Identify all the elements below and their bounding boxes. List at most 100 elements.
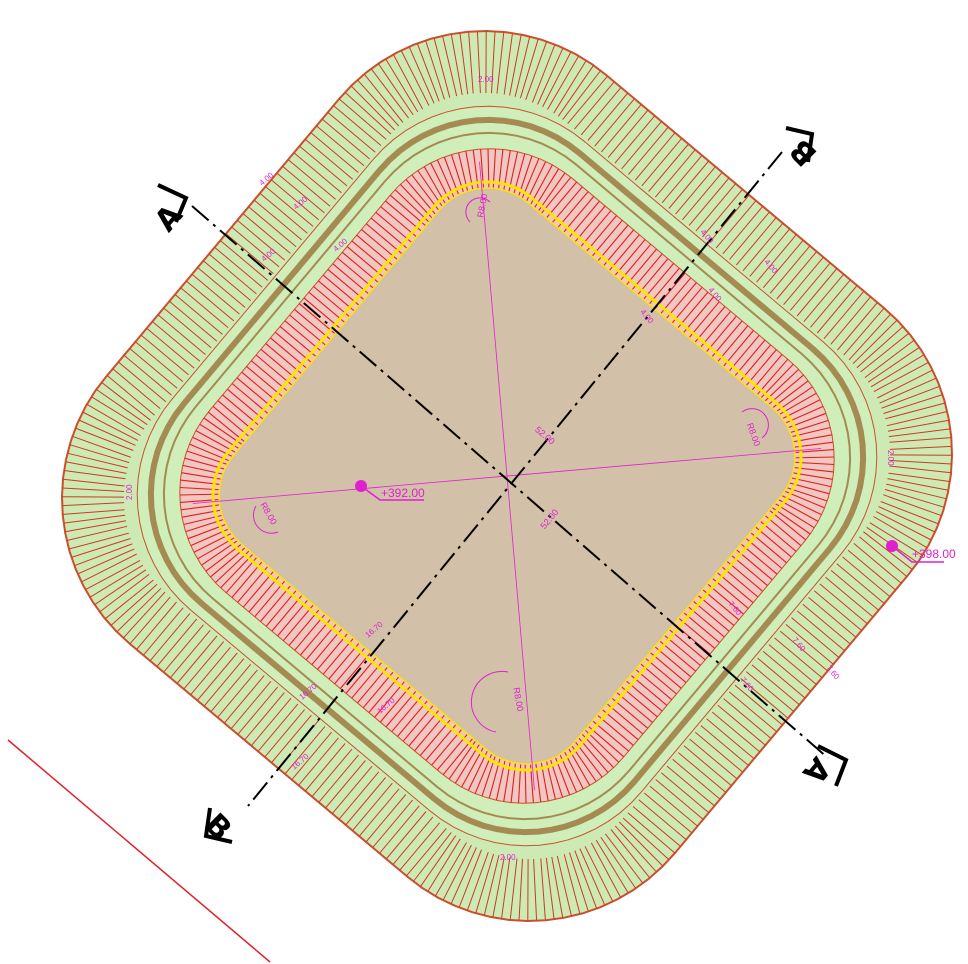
outer-hatch-line bbox=[682, 171, 723, 221]
outer-hatch-line bbox=[864, 339, 915, 378]
outer-hatch-line bbox=[856, 326, 904, 369]
outer-hatch-line bbox=[333, 105, 382, 146]
outer-hatch-line bbox=[259, 192, 308, 234]
outer-hatch-line bbox=[298, 737, 339, 786]
section-label-b-bottom: B bbox=[197, 807, 238, 848]
outer-hatch-line bbox=[122, 591, 166, 639]
dimension-label: 2.00 bbox=[478, 75, 494, 84]
outer-hatch-line bbox=[881, 385, 940, 409]
outer-hatch-line bbox=[706, 718, 755, 760]
outer-hatch-line bbox=[116, 587, 162, 633]
outer-hatch-line bbox=[399, 822, 440, 871]
outer-hatch-line bbox=[196, 652, 238, 701]
section-marker-b-top: B bbox=[783, 126, 824, 173]
outer-hatch-line bbox=[595, 839, 629, 894]
section-marker-b-bottom: B bbox=[197, 807, 238, 848]
outer-hatch-line bbox=[372, 799, 413, 848]
outer-hatch-line bbox=[694, 731, 744, 773]
outer-hatch-line bbox=[136, 601, 177, 650]
outer-hatch-line bbox=[365, 794, 407, 843]
outer-hatch-line bbox=[123, 354, 172, 396]
outer-hatch-line bbox=[64, 520, 127, 533]
outer-hatch-line bbox=[503, 33, 513, 95]
outer-hatch-line bbox=[769, 245, 811, 294]
outer-hatch-line bbox=[860, 332, 910, 373]
outer-hatch-line bbox=[810, 279, 851, 328]
outer-hatch-line bbox=[400, 50, 430, 106]
outer-hatch-line bbox=[859, 536, 908, 577]
outer-hatch-line bbox=[875, 511, 932, 541]
outer-hatch-line bbox=[210, 663, 252, 713]
outer-hatch-line bbox=[244, 692, 285, 741]
outer-hatch-line bbox=[886, 483, 947, 500]
property-boundary-line bbox=[7, 739, 271, 963]
dimension-lines bbox=[192, 161, 822, 791]
outer-hatch-line bbox=[848, 313, 892, 361]
outer-hatch-line bbox=[672, 758, 721, 800]
outer-hatch-line bbox=[385, 811, 427, 860]
outer-slope-hatching bbox=[62, 31, 952, 921]
outer-hatch-line bbox=[545, 857, 555, 920]
outer-hatch-line bbox=[802, 603, 851, 645]
outer-hatch-line bbox=[197, 267, 246, 308]
outer-hatch-line bbox=[118, 361, 167, 403]
outer-hatch-line bbox=[816, 285, 858, 334]
outer-hatch-line bbox=[542, 51, 572, 108]
outer-hatch-line bbox=[82, 411, 139, 441]
outer-hatch-line bbox=[208, 253, 257, 295]
outer-hatch-line bbox=[518, 858, 523, 921]
outer-hatch-line bbox=[363, 73, 404, 123]
outer-hatch-line bbox=[350, 85, 396, 131]
outer-hatch-line bbox=[768, 644, 817, 685]
outer-hatch-line bbox=[75, 427, 134, 451]
outer-hatch-line bbox=[496, 31, 505, 94]
outer-hatch-line bbox=[299, 145, 348, 187]
outer-hatch-line bbox=[734, 684, 783, 726]
outer-hatch-line bbox=[634, 132, 676, 181]
outer-hatch-line bbox=[627, 812, 676, 854]
outer-hatch-line bbox=[110, 583, 158, 626]
outer-hatch-line bbox=[688, 177, 730, 226]
outer-hatch-line bbox=[601, 104, 642, 153]
outer-hatch-line bbox=[287, 159, 337, 200]
outer-hatch-line bbox=[304, 743, 346, 792]
diagonal-dim-line bbox=[192, 448, 822, 504]
haul-road-ring bbox=[147, 116, 867, 836]
outer-hatch-line bbox=[745, 671, 795, 712]
outer-hatch-line bbox=[71, 538, 131, 558]
outer-hatch-line bbox=[722, 205, 764, 255]
outer-hatch-line bbox=[655, 149, 696, 198]
outer-hatch-line bbox=[700, 725, 749, 766]
outer-hatch-line bbox=[78, 419, 136, 446]
outer-hatch-line bbox=[675, 166, 716, 215]
outer-hatch-line bbox=[622, 817, 670, 861]
outer-hatch-line bbox=[711, 711, 761, 753]
outer-hatch-line bbox=[442, 35, 458, 97]
outer-hatch-line bbox=[873, 516, 928, 549]
outer-hatch-line bbox=[830, 570, 879, 611]
outer-hatch-line bbox=[310, 132, 359, 173]
outer-hatch-line bbox=[836, 563, 885, 604]
outer-hatch-line bbox=[556, 855, 572, 917]
outer-hatch-line bbox=[149, 612, 191, 662]
outer-hatch-line bbox=[853, 543, 902, 584]
outer-hatch-line bbox=[276, 172, 325, 214]
outer-hatch-line bbox=[406, 828, 447, 877]
outer-hatch-line bbox=[715, 200, 757, 249]
outer-hatch-line bbox=[551, 856, 564, 919]
outer-hatch-line bbox=[587, 92, 629, 141]
outer-hatch-line bbox=[867, 346, 920, 383]
outer-hatch-line bbox=[751, 664, 800, 706]
outer-hatch-line bbox=[580, 87, 622, 136]
outer-hatch-line bbox=[237, 686, 279, 735]
outer-hatch-line bbox=[883, 494, 942, 517]
outer-hatch-line bbox=[677, 752, 727, 793]
outer-hatch-line bbox=[666, 765, 715, 807]
outer-hatch-line bbox=[889, 445, 952, 450]
outer-hatch-line bbox=[509, 34, 522, 96]
outer-hatch-line bbox=[271, 714, 312, 764]
outer-hatch-line bbox=[253, 199, 303, 241]
outer-hatch-line bbox=[450, 33, 463, 96]
outer-hatch-line bbox=[783, 256, 824, 306]
